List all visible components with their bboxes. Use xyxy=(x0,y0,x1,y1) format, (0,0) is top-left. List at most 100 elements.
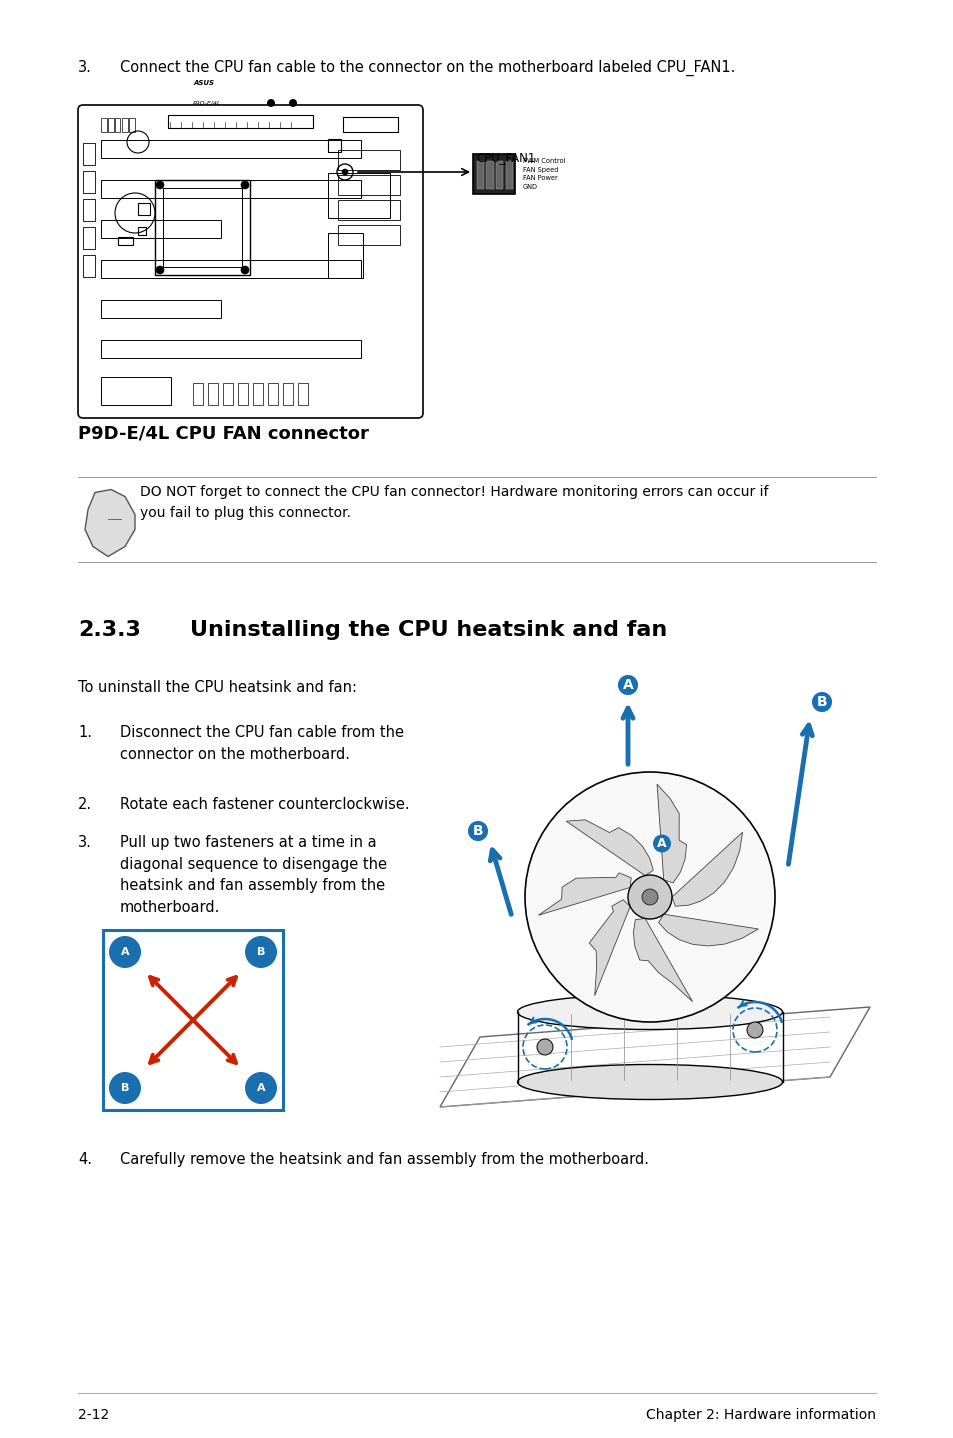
Bar xyxy=(328,139,340,152)
Bar xyxy=(138,227,146,234)
Text: P9D-E/4L CPU FAN connector: P9D-E/4L CPU FAN connector xyxy=(78,426,369,443)
Bar xyxy=(138,203,150,216)
Bar xyxy=(101,377,171,406)
Circle shape xyxy=(241,266,249,275)
Circle shape xyxy=(156,181,164,188)
Circle shape xyxy=(109,936,141,968)
Bar xyxy=(103,930,283,1110)
Bar xyxy=(337,175,399,196)
Circle shape xyxy=(746,1022,762,1038)
Bar xyxy=(328,233,363,278)
Bar xyxy=(108,118,113,132)
Text: 1.: 1. xyxy=(78,725,91,741)
Bar xyxy=(101,301,221,318)
Text: Uninstalling the CPU heatsink and fan: Uninstalling the CPU heatsink and fan xyxy=(190,620,666,640)
Bar xyxy=(83,227,95,249)
Bar xyxy=(83,142,95,165)
Bar xyxy=(328,173,390,219)
Text: 2.3.3: 2.3.3 xyxy=(78,620,141,640)
Circle shape xyxy=(245,936,276,968)
Text: A: A xyxy=(256,1083,265,1093)
Bar xyxy=(118,237,132,244)
Circle shape xyxy=(289,99,296,106)
Bar xyxy=(154,180,250,275)
Text: A: A xyxy=(622,677,633,692)
Bar xyxy=(115,118,120,132)
Bar xyxy=(168,115,313,128)
Circle shape xyxy=(267,99,274,106)
Polygon shape xyxy=(671,833,741,906)
Text: Carefully remove the heatsink and fan assembly from the motherboard.: Carefully remove the heatsink and fan as… xyxy=(120,1152,648,1168)
Bar xyxy=(283,383,293,406)
Text: 4.: 4. xyxy=(78,1152,91,1168)
Text: B: B xyxy=(472,824,483,838)
Ellipse shape xyxy=(517,995,781,1030)
Polygon shape xyxy=(657,784,686,883)
Circle shape xyxy=(109,1071,141,1104)
Bar xyxy=(223,383,233,406)
Polygon shape xyxy=(633,919,692,1002)
Bar xyxy=(476,161,483,188)
Bar xyxy=(101,139,360,158)
Text: 3.: 3. xyxy=(78,835,91,850)
Bar xyxy=(505,161,512,188)
Bar xyxy=(163,188,242,267)
Bar xyxy=(193,383,203,406)
Bar xyxy=(101,339,360,358)
Text: P9D-E/4L: P9D-E/4L xyxy=(193,101,221,105)
Bar xyxy=(83,171,95,193)
Bar xyxy=(253,383,263,406)
Text: CPU_FAN1: CPU_FAN1 xyxy=(476,151,535,164)
Circle shape xyxy=(627,874,671,919)
Text: B: B xyxy=(121,1083,129,1093)
Text: 2-12: 2-12 xyxy=(78,1408,110,1422)
Ellipse shape xyxy=(517,1064,781,1100)
Bar xyxy=(496,161,502,188)
Text: Chapter 2: Hardware information: Chapter 2: Hardware information xyxy=(645,1408,875,1422)
Bar xyxy=(129,118,134,132)
Bar xyxy=(83,255,95,278)
Circle shape xyxy=(524,772,774,1022)
Bar xyxy=(208,383,218,406)
Bar xyxy=(101,118,107,132)
Text: ASUS: ASUS xyxy=(193,81,213,86)
Polygon shape xyxy=(537,873,631,915)
Polygon shape xyxy=(589,900,630,995)
Polygon shape xyxy=(658,915,758,946)
Text: 3.: 3. xyxy=(78,60,91,75)
Text: PWM Control
FAN Speed
FAN Power
GND: PWM Control FAN Speed FAN Power GND xyxy=(522,158,565,190)
Bar xyxy=(101,220,221,239)
Polygon shape xyxy=(85,489,135,557)
Bar xyxy=(337,200,399,220)
Text: A: A xyxy=(657,837,666,850)
Text: Connect the CPU fan cable to the connector on the motherboard labeled CPU_FAN1.: Connect the CPU fan cable to the connect… xyxy=(120,60,735,76)
Circle shape xyxy=(245,1071,276,1104)
Text: Pull up two fasteners at a time in a
diagonal sequence to disengage the
heatsink: Pull up two fasteners at a time in a dia… xyxy=(120,835,387,915)
Circle shape xyxy=(156,266,164,275)
Bar xyxy=(83,198,95,221)
Bar xyxy=(337,224,399,244)
Circle shape xyxy=(641,889,658,905)
Text: 2.: 2. xyxy=(78,797,92,812)
Bar xyxy=(297,383,308,406)
Bar xyxy=(486,161,493,188)
Polygon shape xyxy=(566,820,653,876)
Bar xyxy=(122,118,128,132)
Bar xyxy=(101,260,360,278)
Bar xyxy=(237,383,248,406)
Bar xyxy=(268,383,277,406)
Bar xyxy=(473,154,515,194)
Circle shape xyxy=(537,1040,553,1055)
Circle shape xyxy=(341,170,348,175)
FancyBboxPatch shape xyxy=(78,105,422,418)
Text: B: B xyxy=(256,948,265,958)
Text: Rotate each fastener counterclockwise.: Rotate each fastener counterclockwise. xyxy=(120,797,409,812)
Circle shape xyxy=(241,181,249,188)
Text: To uninstall the CPU heatsink and fan:: To uninstall the CPU heatsink and fan: xyxy=(78,680,356,695)
Bar xyxy=(101,180,360,198)
Text: Disconnect the CPU fan cable from the
connector on the motherboard.: Disconnect the CPU fan cable from the co… xyxy=(120,725,403,762)
Text: A: A xyxy=(121,948,130,958)
Text: DO NOT forget to connect the CPU fan connector! Hardware monitoring errors can o: DO NOT forget to connect the CPU fan con… xyxy=(140,485,768,519)
Bar xyxy=(337,150,399,170)
Text: B: B xyxy=(816,695,826,709)
